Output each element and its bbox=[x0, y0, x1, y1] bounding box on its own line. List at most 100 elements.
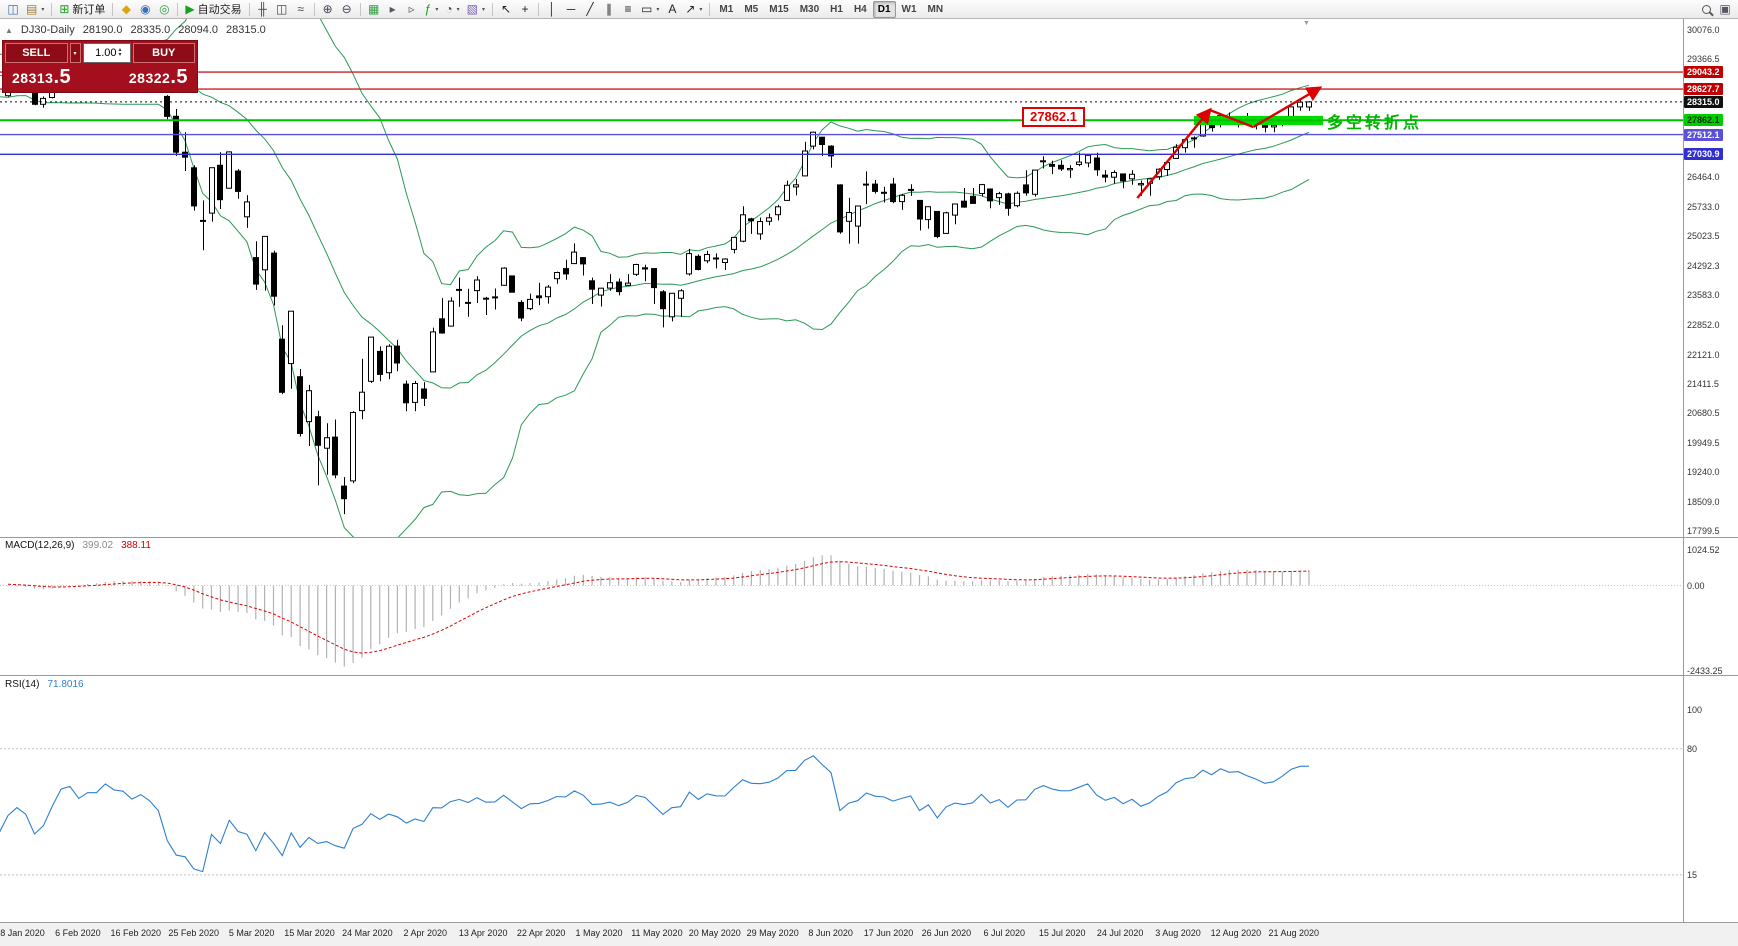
templates-icon: ▧ bbox=[466, 2, 478, 16]
chart-window: ▲ DJ30-Daily 28190.0 28335.0 28094.0 283… bbox=[0, 19, 1738, 946]
new-chart-button[interactable]: ◫ bbox=[4, 1, 22, 18]
vertical-line-button[interactable]: │ bbox=[543, 1, 561, 18]
price-axis-label: 17799.5 bbox=[1687, 526, 1720, 536]
profiles-button[interactable]: ▤ ▾ bbox=[23, 1, 47, 18]
tile-windows-button[interactable]: ▦ bbox=[365, 1, 383, 18]
pivot-green-price-tag: 27862.1 bbox=[1684, 114, 1723, 127]
crosshair-icon: + bbox=[521, 2, 529, 16]
time-axis[interactable]: 28 Jan 2020 6 Feb 2020 16 Feb 2020 25 Feb 2… bbox=[0, 923, 1738, 946]
timeframe-m30[interactable]: M30 bbox=[795, 1, 824, 18]
deposit-button[interactable]: ◆ bbox=[117, 1, 135, 18]
date-label: 17 Jun 2020 bbox=[863, 928, 914, 938]
horizontal-line-button[interactable]: ─ bbox=[562, 1, 580, 18]
macd-indicator-header: MACD(12,26,9) 399.02 388.11 bbox=[5, 540, 151, 551]
vertical-line-icon: │ bbox=[548, 2, 556, 16]
volume-input[interactable] bbox=[83, 47, 118, 59]
community-button[interactable]: ◉ bbox=[136, 1, 154, 18]
timeframe-mn[interactable]: MN bbox=[923, 1, 949, 18]
chart-area[interactable] bbox=[0, 19, 1738, 946]
text-label-icon: A bbox=[668, 2, 677, 16]
date-label: 25 Feb 2020 bbox=[168, 928, 219, 938]
panel-collapse-icon[interactable]: ▲ bbox=[5, 25, 13, 35]
new-order-button[interactable]: ⊞ 新订单 bbox=[56, 1, 108, 18]
turning-point-annotation[interactable]: 多空转折点 bbox=[1327, 115, 1423, 132]
shapes-dropdown-icon: ▾ bbox=[656, 6, 660, 13]
buy-button[interactable]: BUY bbox=[132, 43, 195, 63]
timeframe-m1[interactable]: M1 bbox=[714, 1, 738, 18]
profiles-dropdown-icon: ▾ bbox=[41, 6, 45, 13]
shapes-button[interactable]: ▭ ▾ bbox=[638, 1, 662, 18]
zoom-out-button[interactable]: ⊖ bbox=[338, 1, 356, 18]
deposit-icon: ◆ bbox=[121, 2, 132, 16]
price-annotation-label[interactable]: 27862.1 bbox=[1022, 107, 1085, 127]
rsi-scale-label: 15 bbox=[1687, 869, 1698, 880]
bid-line-price-tag: 28315.0 bbox=[1684, 95, 1723, 108]
bar-chart-icon: ╫ bbox=[258, 2, 267, 16]
ohlc-high: 28335.0 bbox=[130, 24, 171, 36]
zoom-in-icon: ⊕ bbox=[322, 2, 333, 16]
sell-button[interactable]: SELL bbox=[5, 43, 68, 63]
fibonacci-button[interactable]: ≡ bbox=[619, 1, 637, 18]
fibonacci-icon: ≡ bbox=[624, 2, 632, 16]
timeframe-d1[interactable]: D1 bbox=[872, 0, 896, 18]
price-axis-label: 21411.5 bbox=[1687, 378, 1719, 389]
candlestick-chart-button[interactable]: ◫ bbox=[273, 1, 291, 18]
timeframe-m5[interactable]: M5 bbox=[739, 1, 763, 18]
trendline-button[interactable]: ╱ bbox=[581, 1, 599, 18]
text-label-button[interactable]: A bbox=[663, 1, 681, 18]
date-label: 24 Mar 2020 bbox=[342, 928, 393, 938]
timeframe-h1[interactable]: H1 bbox=[825, 1, 848, 18]
date-label: 20 May 2020 bbox=[688, 928, 741, 938]
rsi-scale-label: 100 bbox=[1687, 705, 1703, 715]
autotrading-icon: ▶ bbox=[185, 2, 195, 16]
date-label: 8 Jun 2020 bbox=[808, 928, 853, 938]
price-axis-label: 25023.5 bbox=[1687, 231, 1720, 242]
macd-scale-label: -2433.25 bbox=[1687, 665, 1723, 676]
indicators-button[interactable]: ƒ ▾ bbox=[422, 1, 442, 18]
bar-chart-button[interactable]: ╫ bbox=[254, 1, 272, 18]
date-label: 12 Aug 2020 bbox=[1210, 928, 1262, 938]
timeframe-w1-label: W1 bbox=[901, 3, 917, 15]
layout-button[interactable]: ▣ bbox=[1716, 1, 1734, 18]
resistance-lower-price-tag: 28627.7 bbox=[1684, 83, 1723, 96]
toolbar-separator bbox=[491, 2, 493, 16]
spinner-down-icon[interactable]: ▾ bbox=[118, 52, 122, 58]
volume-spinner[interactable]: ▴ ▾ bbox=[118, 47, 123, 58]
price-axis-label: 18509.0 bbox=[1687, 497, 1720, 507]
cursor-button[interactable]: ↖ bbox=[497, 1, 515, 18]
timeframe-h4[interactable]: H4 bbox=[849, 1, 872, 18]
autotrading-button[interactable]: ▶ 自动交易 bbox=[182, 1, 244, 18]
support-button[interactable]: ◎ bbox=[155, 1, 173, 18]
trade-options-dropdown[interactable]: ▾ bbox=[69, 43, 81, 63]
price-axis-label: 30076.0 bbox=[1687, 25, 1720, 35]
buy-price[interactable]: 28322.5 bbox=[128, 66, 188, 88]
crosshair-button[interactable]: + bbox=[516, 1, 534, 18]
date-label: 11 May 2020 bbox=[631, 928, 683, 938]
timeframe-w1[interactable]: W1 bbox=[897, 1, 922, 18]
search-button[interactable] bbox=[1697, 1, 1715, 18]
timeframe-m15[interactable]: M15 bbox=[764, 1, 793, 18]
macd-main-value: 399.02 bbox=[82, 540, 114, 551]
date-label: 26 Jun 2020 bbox=[921, 928, 972, 938]
arrow-objects-button[interactable]: ↗ ▾ bbox=[682, 1, 705, 18]
auto-scroll-icon: ▸ bbox=[389, 2, 396, 16]
rsi-scale-label: 80 bbox=[1687, 743, 1698, 754]
templates-button[interactable]: ▧ ▾ bbox=[464, 1, 488, 18]
line-chart-button[interactable]: ≈ bbox=[292, 1, 310, 18]
timeframes-menu-button[interactable]: ◔ ▾ bbox=[442, 1, 462, 18]
date-label: 6 Feb 2020 bbox=[55, 928, 101, 938]
price-axis-label: 22121.0 bbox=[1687, 349, 1720, 360]
ohlc-open: 28190.0 bbox=[82, 24, 123, 36]
timeframe-h4-label: H4 bbox=[853, 3, 867, 15]
zoom-out-icon: ⊖ bbox=[341, 2, 352, 16]
equidistant-channel-button[interactable]: ∥ bbox=[600, 1, 618, 18]
chart-shift-marker-icon[interactable]: ▼ bbox=[1303, 20, 1310, 27]
auto-scroll-button[interactable]: ▸ bbox=[384, 1, 402, 18]
rsi-indicator-header: RSI(14) 71.8016 bbox=[5, 679, 84, 690]
spinner-up-icon[interactable]: ▴ bbox=[118, 47, 122, 53]
date-label: 24 Jul 2020 bbox=[1096, 928, 1144, 938]
zoom-in-button[interactable]: ⊕ bbox=[319, 1, 337, 18]
chart-shift-button[interactable]: ▹ bbox=[403, 1, 421, 18]
sell-price[interactable]: 28313.5 bbox=[12, 66, 72, 88]
cursor-icon: ↖ bbox=[500, 2, 512, 16]
